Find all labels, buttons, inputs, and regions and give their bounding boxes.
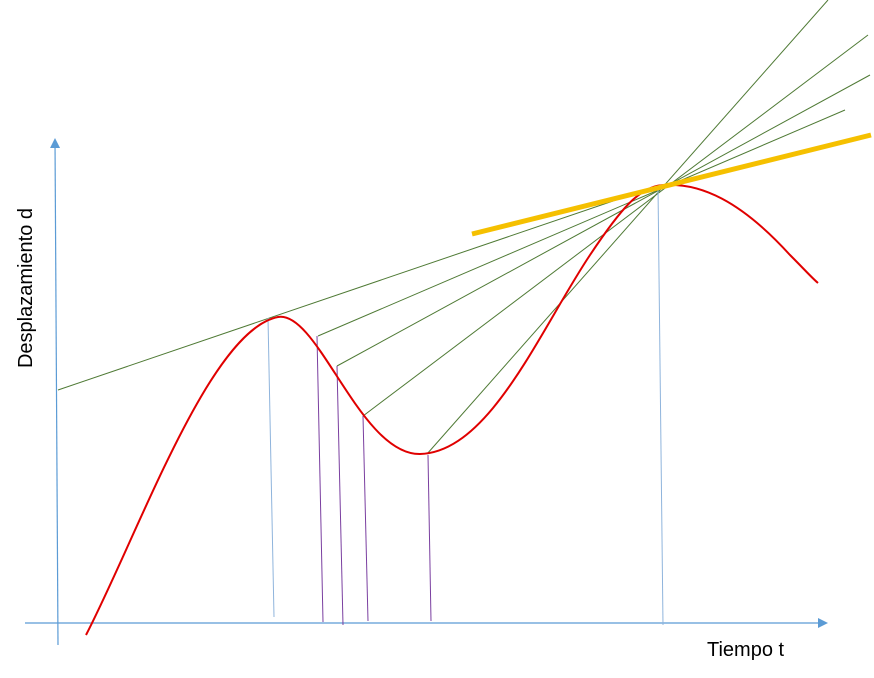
- secant-lines: [57, 0, 871, 455]
- drop-line-peak: [267, 317, 275, 618]
- tangent-line: [471, 132, 872, 237]
- drop-lines: [267, 186, 664, 626]
- y-axis: [50, 138, 61, 646]
- drop-line-secant-1: [316, 335, 324, 623]
- drop-line-secant-4: [427, 454, 432, 622]
- drop-line-tangent-point: [657, 186, 664, 626]
- drop-line-secant-3: [362, 415, 369, 622]
- secant-line-5: [426, 0, 829, 455]
- secant-line-4: [362, 34, 869, 417]
- y-axis-label: Desplazamiento d: [15, 208, 37, 368]
- x-axis-label: Tiempo t: [707, 639, 785, 661]
- secant-line-2: [317, 109, 846, 337]
- drop-line-secant-2: [336, 365, 344, 626]
- secant-line-3: [336, 74, 871, 367]
- secant-line-1: [57, 184, 661, 391]
- displacement-curve: [85, 183, 819, 636]
